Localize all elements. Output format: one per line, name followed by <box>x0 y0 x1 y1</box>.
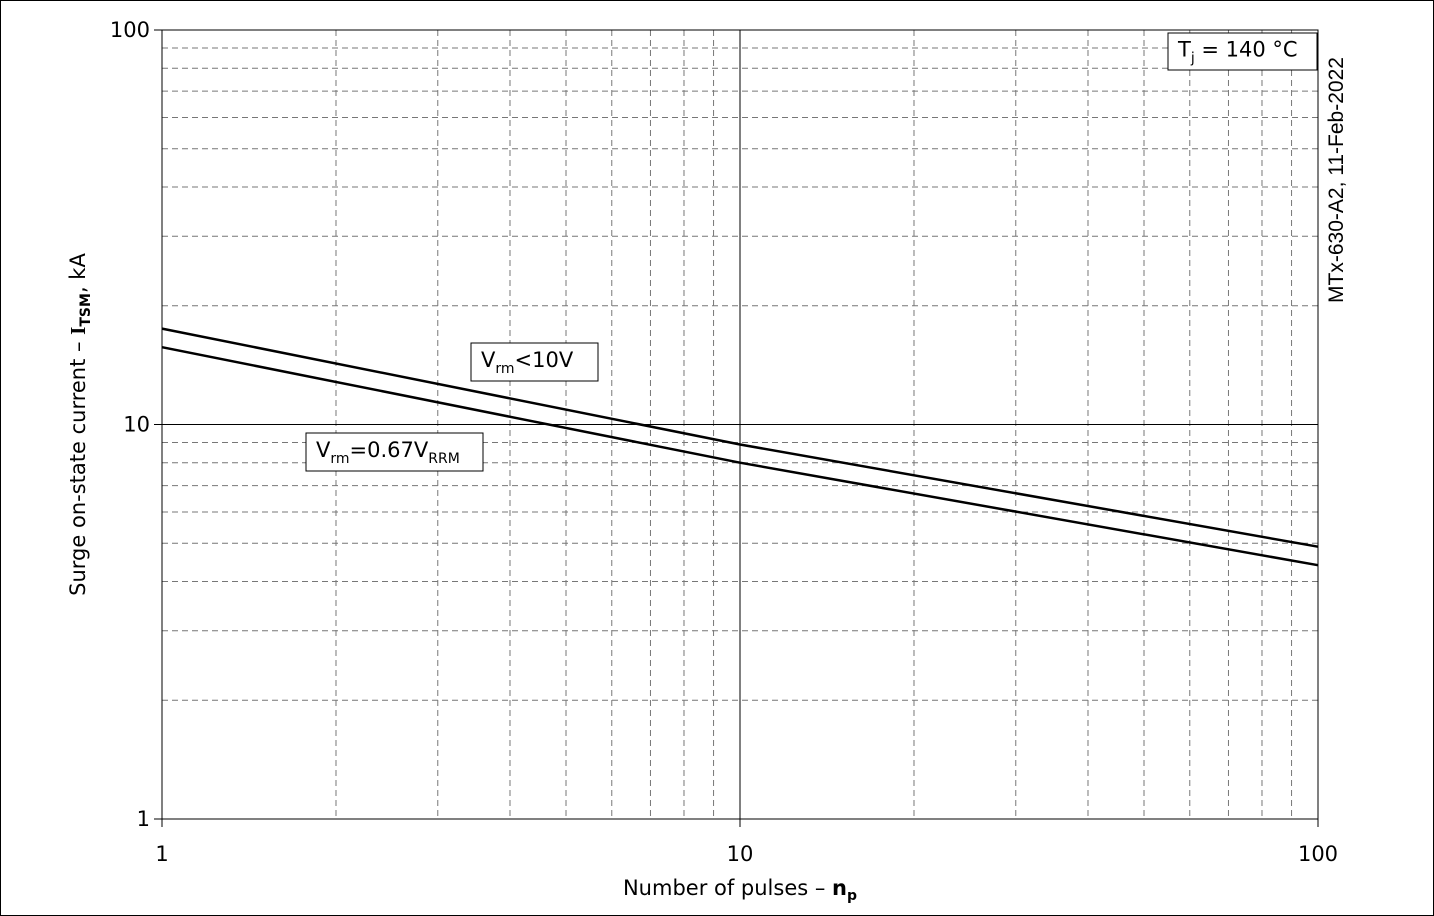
x-tick-label: 10 <box>727 842 754 866</box>
series-name: Vrm<10V <box>481 348 574 377</box>
series-line-2 <box>161 345 1319 567</box>
y-tick-label: 100 <box>110 18 150 42</box>
series-label-vrm-067-vrrm: Vrm=0.67VRRM <box>305 432 484 472</box>
series-lines <box>161 327 1319 567</box>
x-axis-label: Number of pulses – np <box>623 876 857 904</box>
y-tick-label: 10 <box>123 413 150 437</box>
series-label-vrm-lt-10v: Vrm<10V <box>470 342 599 382</box>
y-tick-label: 1 <box>137 807 150 831</box>
grid <box>162 30 1318 819</box>
temperature-label: Tj = 140 °C <box>1177 38 1298 67</box>
document-id-note: MTx-630-A2, 11-Feb-2022 <box>1325 57 1348 303</box>
series-name: Vrm=0.67VRRM <box>316 438 460 467</box>
x-tick-label: 1 <box>155 842 168 866</box>
axis-ticks: 1 10 100 1 10 100 <box>110 18 1338 866</box>
temperature-annotation: Tj = 140 °C <box>1167 32 1318 71</box>
x-tick-label: 100 <box>1298 842 1338 866</box>
series-line-1 <box>161 327 1319 548</box>
y-axis-label: Surge on-state current – ITSM, kA <box>66 253 94 596</box>
